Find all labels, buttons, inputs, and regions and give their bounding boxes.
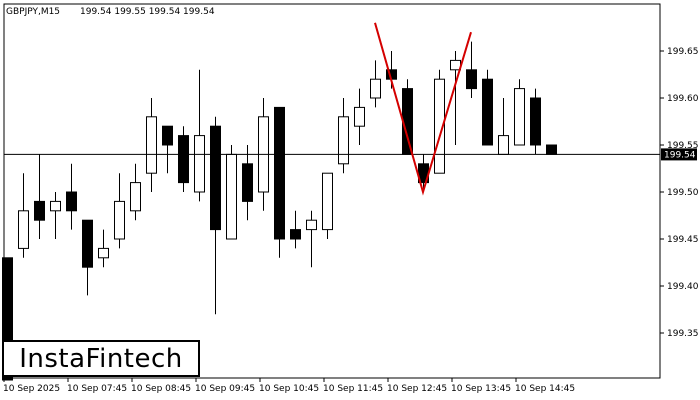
candle <box>418 154 429 192</box>
brand-logo-text: InstaFintech <box>19 343 183 374</box>
price-axis: 199.65 199.60 199.55 199.50 199.45 199.40 199.… <box>660 47 699 339</box>
candle-body <box>466 69 477 90</box>
candle-body <box>450 59 461 71</box>
candle-body <box>146 116 157 174</box>
y-tick-label: 199.50 <box>667 188 699 198</box>
candle <box>466 41 477 98</box>
candle <box>338 98 349 174</box>
current-price-label: 199.54 <box>664 150 696 160</box>
y-tick-label: 199.65 <box>667 47 699 57</box>
candle <box>66 163 77 230</box>
candle-body <box>114 200 125 240</box>
candle <box>514 79 525 146</box>
candle-body <box>98 247 109 259</box>
candle <box>322 172 333 239</box>
y-tick-label: 199.55 <box>667 141 699 151</box>
candle-body <box>226 153 237 240</box>
candle-body <box>434 78 445 174</box>
time-axis: 10 Sep 2025 10 Sep 07:45 10 Sep 08:45 10 Se… <box>3 378 575 394</box>
candle <box>290 210 301 249</box>
y-tick-label: 199.35 <box>667 329 699 339</box>
candle <box>242 145 253 221</box>
brand-logo: InstaFintech <box>2 340 200 377</box>
candle <box>130 163 141 221</box>
candle <box>434 69 445 174</box>
candle-body <box>66 191 77 212</box>
candle <box>306 210 317 268</box>
chart-header-ohlc: 199.54 199.55 199.54 199.54 <box>80 7 215 17</box>
candle-body <box>482 78 493 146</box>
candle-body <box>354 106 365 127</box>
y-tick-label: 199.60 <box>667 94 699 104</box>
candles <box>2 41 660 381</box>
candle-body <box>530 97 541 146</box>
candle <box>402 79 413 155</box>
x-tick-label: 10 Sep 09:45 <box>195 384 255 394</box>
candle-body <box>2 257 13 381</box>
candle-body <box>338 116 349 165</box>
x-tick-label: 10 Sep 11:45 <box>323 384 383 394</box>
candle-body <box>194 135 205 193</box>
candle-body <box>34 200 45 221</box>
candle-body <box>514 88 525 146</box>
candle <box>146 98 157 192</box>
candle-body <box>498 135 509 155</box>
candle <box>18 173 29 258</box>
candle <box>498 98 509 155</box>
candle <box>178 126 189 192</box>
candle <box>370 60 381 108</box>
candle-body <box>82 219 93 268</box>
candle <box>546 144 557 155</box>
candle <box>98 229 109 268</box>
candle <box>82 219 93 296</box>
candle-body <box>210 125 221 231</box>
candle <box>530 88 541 155</box>
candle <box>274 106 285 258</box>
candle-body <box>130 182 141 212</box>
candle <box>226 145 237 240</box>
candle-body <box>162 125 173 146</box>
plot-border <box>3 3 661 379</box>
x-tick-label: 10 Sep 07:45 <box>67 384 127 394</box>
candle <box>114 173 125 249</box>
chart-frame <box>3 3 661 379</box>
x-tick-label: 10 Sep 08:45 <box>131 384 191 394</box>
candle-body <box>322 172 333 231</box>
x-tick-label: 10 Sep 12:45 <box>387 384 447 394</box>
current-price-label-bg <box>661 148 697 161</box>
x-tick-label: 10 Sep 2025 <box>3 384 60 394</box>
chart-header-symbol: GBPJPY,M15 <box>6 7 60 17</box>
candle-body <box>274 106 285 240</box>
candle-body <box>242 163 253 202</box>
x-tick-label: 10 Sep 14:45 <box>515 384 575 394</box>
x-tick-label: 10 Sep 10:45 <box>259 384 319 394</box>
candle <box>210 116 221 315</box>
candle-body <box>546 144 557 155</box>
candle <box>354 88 365 145</box>
candle <box>50 192 61 239</box>
candle-body <box>50 200 61 212</box>
candle-body <box>306 219 317 231</box>
candle <box>194 69 205 202</box>
candle-body <box>18 210 29 249</box>
double-top-pattern-line <box>374 22 472 196</box>
candle <box>482 69 493 146</box>
candle <box>162 125 173 174</box>
candle <box>34 154 45 239</box>
candle-body <box>178 135 189 184</box>
y-tick-label: 199.45 <box>667 235 699 245</box>
x-tick-label: 10 Sep 13:45 <box>451 384 511 394</box>
y-tick-label: 199.40 <box>667 282 699 292</box>
candle-body <box>370 78 381 99</box>
pattern-overlay <box>374 22 472 196</box>
candle-body <box>290 229 301 240</box>
